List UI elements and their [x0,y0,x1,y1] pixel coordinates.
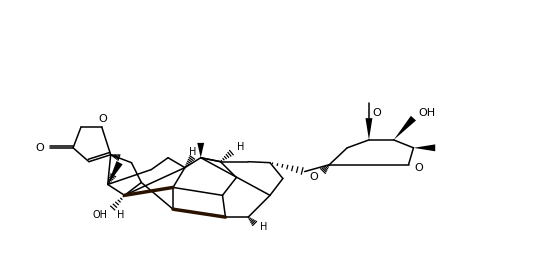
Text: O: O [36,143,45,153]
Text: OH: OH [93,210,108,220]
Text: O: O [372,108,381,118]
Polygon shape [414,144,435,151]
Text: H: H [117,210,124,220]
Text: OH: OH [419,108,436,118]
Polygon shape [197,143,204,158]
Text: O: O [98,114,107,124]
Text: O: O [414,163,423,173]
Text: H: H [260,222,267,232]
Polygon shape [365,118,372,140]
Text: H: H [237,142,245,152]
Polygon shape [108,161,123,185]
Text: H: H [189,147,197,157]
Text: O: O [309,172,318,182]
Polygon shape [394,116,416,140]
